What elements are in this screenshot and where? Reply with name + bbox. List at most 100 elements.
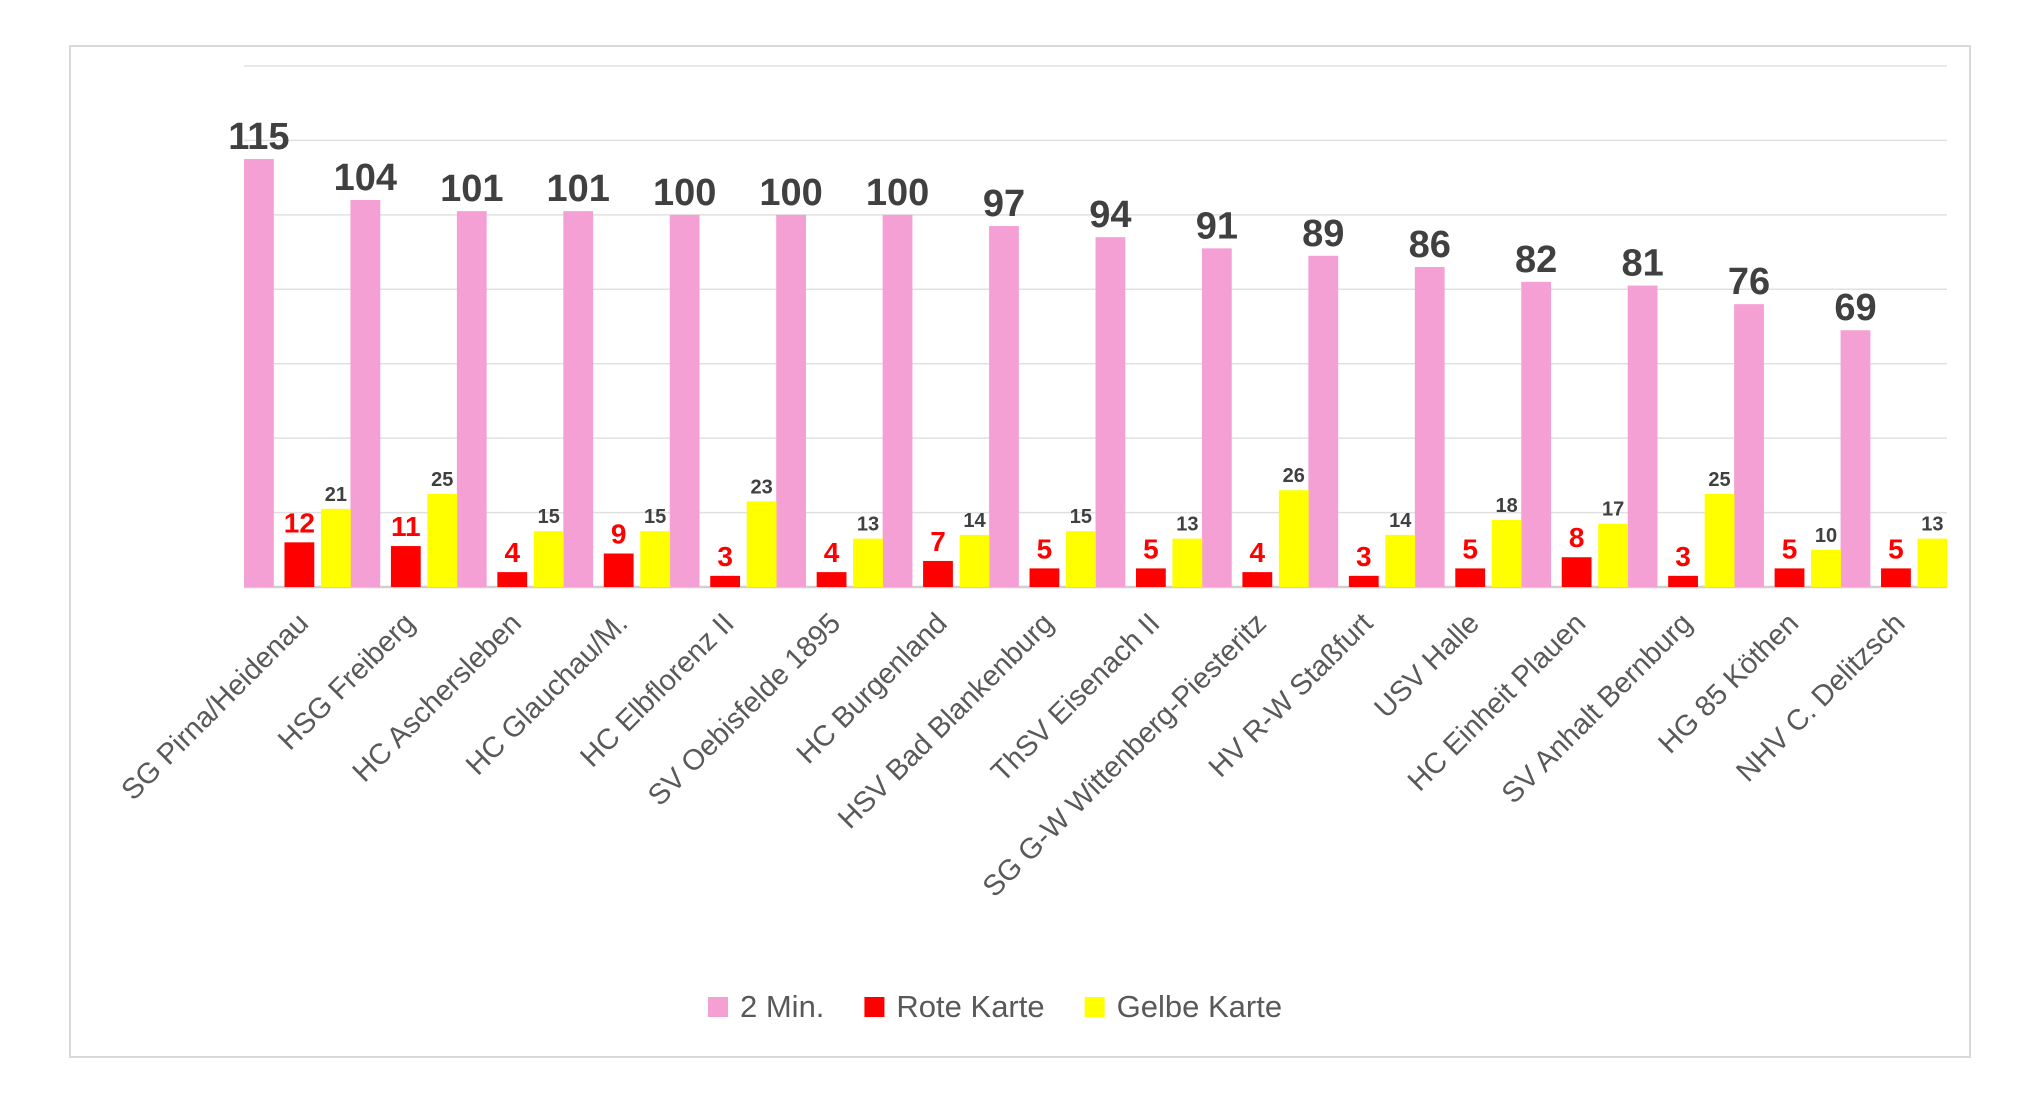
data-label: 81 [1621, 243, 1663, 285]
data-label: 26 [1283, 465, 1305, 487]
legend-swatch [864, 997, 885, 1017]
bar-rote-karte [710, 575, 741, 587]
bar-gelbe-karte [1704, 493, 1735, 587]
category-label: SG Pirna/Heidenau [116, 607, 315, 806]
data-label: 86 [1409, 224, 1451, 266]
data-label: 18 [1496, 495, 1518, 517]
data-label: 5 [1143, 533, 1159, 564]
bar-2-min- [882, 214, 913, 587]
bar-2-min- [563, 211, 594, 587]
data-label: 5 [1462, 533, 1478, 564]
data-label: 8 [1569, 522, 1585, 553]
data-label: 3 [1675, 541, 1691, 572]
data-label: 91 [1196, 205, 1238, 247]
data-label: 14 [963, 510, 986, 532]
data-label: 82 [1515, 239, 1557, 281]
data-label: 104 [334, 157, 397, 199]
data-label: 5 [1888, 533, 1904, 564]
data-label: 23 [750, 476, 772, 498]
bar-gelbe-karte [1811, 549, 1841, 587]
bar-2-min- [1734, 304, 1764, 587]
bar-2-min- [1308, 255, 1339, 588]
bar-rote-karte [1881, 568, 1911, 587]
bar-gelbe-karte [1278, 490, 1309, 587]
bar-gelbe-karte [746, 501, 777, 587]
data-label: 15 [644, 506, 666, 528]
data-label: 5 [1037, 533, 1053, 564]
bar-rote-karte [1668, 575, 1698, 587]
data-label: 94 [1089, 194, 1131, 236]
category-label: HC Einheit Plauen [1402, 607, 1592, 797]
data-label: 25 [431, 469, 453, 491]
category-label: USV Halle [1369, 607, 1486, 724]
bar-gelbe-karte [533, 531, 564, 587]
bar-rote-karte [1561, 557, 1592, 587]
bar-gelbe-karte [853, 538, 883, 587]
data-label: 21 [325, 484, 347, 506]
bar-gelbe-karte [640, 531, 671, 587]
legend-swatch [708, 997, 728, 1017]
data-label: 7 [930, 526, 946, 557]
bar-rote-karte [390, 546, 421, 587]
data-label: 9 [611, 519, 627, 550]
data-label: 4 [1250, 537, 1266, 568]
data-label: 100 [759, 172, 822, 214]
data-label: 12 [284, 507, 315, 538]
data-label: 17 [1602, 499, 1624, 521]
legend-swatch [1084, 997, 1105, 1017]
bar-gelbe-karte [1385, 534, 1416, 587]
data-label: 4 [824, 537, 840, 568]
data-label: 5 [1782, 533, 1798, 564]
data-label: 115 [228, 116, 289, 158]
bar-rote-karte [1348, 575, 1379, 587]
bar-rote-karte [923, 560, 953, 587]
bar-2-min- [1095, 237, 1126, 587]
bar-rote-karte [1135, 568, 1166, 587]
bar-2-min- [1627, 285, 1658, 587]
data-label: 100 [866, 172, 929, 214]
bar-gelbe-karte [427, 493, 458, 587]
data-label: 13 [857, 514, 879, 536]
bar-gelbe-karte [1172, 538, 1203, 587]
data-label: 3 [717, 541, 733, 572]
chart-frame [69, 45, 1971, 1058]
data-label: 69 [1834, 287, 1876, 329]
data-label: 101 [547, 168, 610, 210]
bar-rote-karte [1242, 572, 1273, 587]
category-label: SV Anhalt Bernburg [1496, 607, 1699, 810]
data-label: 15 [1070, 506, 1092, 528]
legend-label: Gelbe Karte [1117, 989, 1282, 1024]
data-label: 76 [1728, 261, 1770, 303]
bar-gelbe-karte [1917, 538, 1948, 587]
bar-2-min- [456, 211, 487, 587]
bar-rote-karte [1029, 568, 1060, 587]
bar-rote-karte [284, 542, 315, 587]
bar-2-min- [989, 226, 1019, 587]
legend-label: 2 Min. [740, 989, 824, 1024]
bar-2-min- [244, 159, 274, 588]
data-label: 4 [504, 537, 520, 568]
bar-rote-karte [1455, 568, 1486, 587]
data-label: 25 [1708, 469, 1730, 491]
bar-2-min- [1840, 330, 1871, 587]
data-label: 13 [1176, 514, 1198, 536]
bar-gelbe-karte [1066, 531, 1096, 587]
bar-gelbe-karte [959, 534, 990, 587]
category-label: HSV Bad Blankenburg [832, 607, 1060, 835]
data-label: 101 [440, 168, 503, 210]
bar-2-min- [350, 199, 381, 587]
bar-gelbe-karte [1491, 520, 1522, 587]
data-label: 11 [391, 511, 421, 542]
data-label: 14 [1389, 510, 1412, 532]
bar-2-min- [1521, 281, 1552, 587]
bar-rote-karte [603, 553, 634, 587]
bar-gelbe-karte [1598, 523, 1629, 587]
data-label: 15 [538, 506, 560, 528]
bar-gelbe-karte [320, 508, 351, 587]
bar-2-min- [776, 214, 806, 587]
data-label: 97 [983, 183, 1025, 225]
bar-2-min- [669, 214, 700, 587]
data-label: 13 [1921, 514, 1943, 536]
bar-rote-karte [497, 572, 528, 587]
